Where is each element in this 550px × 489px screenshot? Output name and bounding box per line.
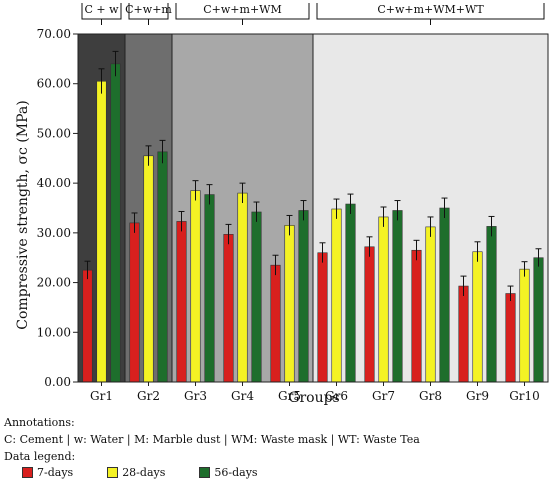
y-tick-label-50-00: 50.00 <box>37 126 71 140</box>
bar-gr10-56-days <box>533 257 544 383</box>
bar-gr2-28-days <box>143 155 154 383</box>
bar-gr10-7-days <box>505 293 516 383</box>
y-tick-label-0-00: 0.00 <box>44 375 71 389</box>
bar-gr9-28-days <box>472 251 483 383</box>
legend-swatch-28-days <box>107 467 119 478</box>
x-tick-label-gr5: Gr5 <box>278 389 301 403</box>
x-tick-label-gr9: Gr9 <box>466 389 489 403</box>
group-label-c-w-m-wm: C+w+m+WM <box>203 3 281 16</box>
group-label-c-w-m-wm-wt: C+w+m+WM+WT <box>377 3 484 16</box>
legend-title: Data legend: <box>4 450 76 463</box>
x-tick-label-gr8: Gr8 <box>419 389 442 403</box>
annotations: Annotations: C: Cement | w: Water | M: M… <box>4 414 420 465</box>
x-tick-label-gr4: Gr4 <box>231 389 254 403</box>
y-axis-title: Compressive strength, σc (MPa) <box>15 100 31 329</box>
bar-gr9-56-days <box>486 226 497 383</box>
bar-gr10-28-days <box>519 268 530 383</box>
x-tick-label-gr10: Gr10 <box>509 389 540 403</box>
legend: 7-days 28-days 56-days <box>4 466 270 479</box>
bar-gr4-7-days <box>223 234 234 383</box>
bar-gr6-7-days <box>317 252 328 383</box>
legend-item-56-days: 56-days <box>177 466 258 479</box>
bar-gr8-28-days <box>425 226 436 383</box>
legend-swatch-7-days <box>22 467 33 478</box>
bar-gr5-7-days <box>270 264 281 383</box>
bar-gr5-56-days <box>298 210 309 383</box>
y-tick-label-40-00: 40.00 <box>37 176 71 190</box>
bar-gr7-28-days <box>378 216 389 383</box>
annotations-text: C: Cement | w: Water | M: Marble dust | … <box>4 433 420 446</box>
bar-gr6-56-days <box>345 203 356 383</box>
group-label-c-w-m: C+w+m <box>125 3 172 16</box>
bar-gr3-56-days <box>204 194 215 383</box>
legend-swatch-56-days <box>199 467 211 478</box>
legend-item-28-days: 28-days <box>85 466 165 479</box>
x-tick-label-gr3: Gr3 <box>184 389 207 403</box>
bars <box>82 50 544 383</box>
y-tick-label-20-00: 20.00 <box>37 276 71 290</box>
axes: 0.00 10.00 20.00 30.00 40.00 50.00 60.00 70.00 G… <box>37 27 549 403</box>
bar-gr4-56-days <box>251 211 262 383</box>
bar-gr5-28-days <box>284 225 295 383</box>
y-tick-label-60-00: 60.00 <box>37 77 71 91</box>
bar-gr3-7-days <box>176 221 187 383</box>
bar-gr8-7-days <box>411 249 422 383</box>
x-tick-label-gr1: Gr1 <box>90 389 113 403</box>
x-tick-label-gr6: Gr6 <box>325 389 348 403</box>
bar-gr4-28-days <box>237 192 248 383</box>
bar-gr9-7-days <box>458 285 469 383</box>
x-axis-title: Groups <box>288 390 339 406</box>
annotations-title: Annotations: <box>4 416 75 429</box>
bar-gr2-56-days <box>157 151 168 383</box>
legend-label-28-days: 28-days <box>122 466 166 479</box>
bar-gr6-28-days <box>331 208 342 383</box>
x-tick-label-gr7: Gr7 <box>372 389 395 403</box>
y-tick-label-30-00: 30.00 <box>37 226 71 240</box>
bar-gr8-56-days <box>439 207 450 383</box>
y-tick-label-70-00: 70.00 <box>37 27 71 41</box>
compressive-strength-chart: C + w C+w+m C+w+m+WM C+w+m+WM+WT 0.00 10.00 2… <box>15 3 549 406</box>
bar-gr1-56-days <box>110 63 121 383</box>
bar-gr7-56-days <box>392 210 403 383</box>
group-brackets: C + w C+w+m C+w+m+WM C+w+m+WM+WT <box>81 3 545 25</box>
legend-label-56-days: 56-days <box>214 466 258 479</box>
plot-frame <box>77 33 549 383</box>
bar-gr3-28-days <box>190 190 201 383</box>
legend-item-7-days: 7-days <box>4 466 73 479</box>
bar-gr1-7-days <box>82 269 93 383</box>
y-tick-label-10-00: 10.00 <box>37 325 71 339</box>
legend-label-7-days: 7-days <box>37 466 74 479</box>
x-tick-label-gr2: Gr2 <box>137 389 160 403</box>
group-label-c-w: C + w <box>84 3 119 16</box>
bar-gr1-28-days <box>96 80 107 383</box>
bar-gr7-7-days <box>364 246 375 383</box>
bar-gr2-7-days <box>129 222 140 383</box>
